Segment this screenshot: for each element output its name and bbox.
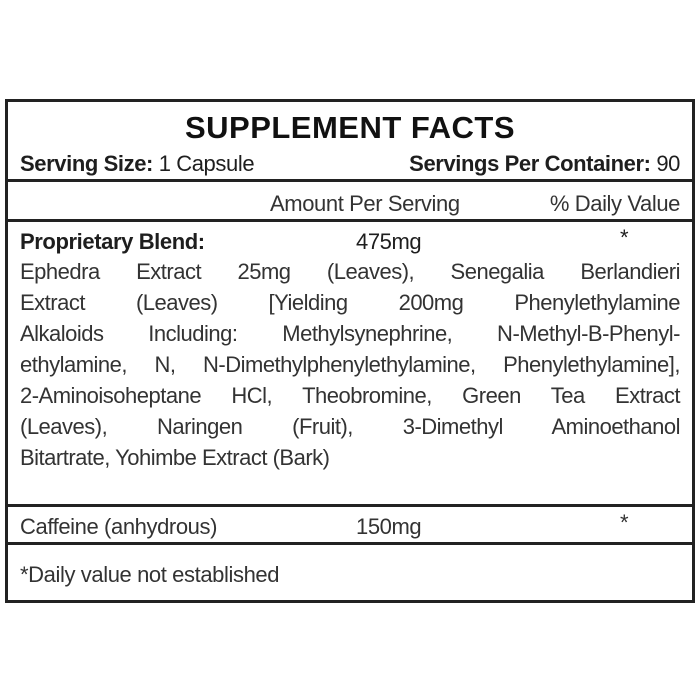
serving-size-label: Serving Size: [20, 151, 153, 176]
divider [8, 219, 692, 222]
footnote: *Daily value not established [20, 562, 280, 587]
ingredient-name: Proprietary Blend: [20, 229, 205, 254]
ingredient-dv: * [620, 225, 629, 250]
ingredient-line: Alkaloids Including: Methylsynephrine, N… [20, 321, 681, 346]
ingredient-dv: * [620, 510, 629, 535]
caffeine-row: Caffeine (anhydrous) 150mg * [20, 510, 680, 540]
blend-ingredients: Ephedra Extract 25mg (Leaves), Senegalia… [20, 256, 681, 473]
serving-size-value: 1 Capsule [158, 151, 255, 176]
servings-per-container-label: Servings Per Container: [409, 151, 651, 176]
amount-per-serving-header: Amount Per Serving [270, 191, 460, 216]
serving-row: Serving Size: 1 Capsule Servings Per Con… [20, 151, 680, 177]
ingredient-line: Ephedra Extract 25mg (Leaves), Senegalia… [20, 259, 681, 284]
ingredient-line: Bitartrate, Yohimbe Extract (Bark) [20, 445, 330, 470]
divider [8, 542, 692, 545]
servings-per-container-value: 90 [656, 151, 680, 176]
ingredient-line: (Leaves), Naringen (Fruit), 3-Dimethyl A… [20, 414, 681, 439]
ingredient-amount: 475mg [356, 229, 422, 254]
ingredient-line: Extract (Leaves) [Yielding 200mg Phenyle… [20, 290, 681, 315]
label-title: SUPPLEMENT FACTS [184, 110, 516, 145]
daily-value-header: % Daily Value [549, 191, 681, 216]
divider [8, 504, 692, 507]
proprietary-blend-row: Proprietary Blend: 475mg * [20, 225, 680, 255]
ingredient-name: Caffeine (anhydrous) [20, 514, 218, 539]
supplement-facts-label: SUPPLEMENT FACTS Serving Size: 1 Capsule… [5, 99, 695, 603]
ingredient-line: 2-Aminoisoheptane HCl, Theobromine, Gree… [20, 383, 681, 408]
ingredient-amount: 150mg [356, 514, 422, 539]
divider [8, 179, 692, 182]
ingredient-line: ethylamine, N, N-Dimethylphenylethylamin… [20, 352, 681, 377]
